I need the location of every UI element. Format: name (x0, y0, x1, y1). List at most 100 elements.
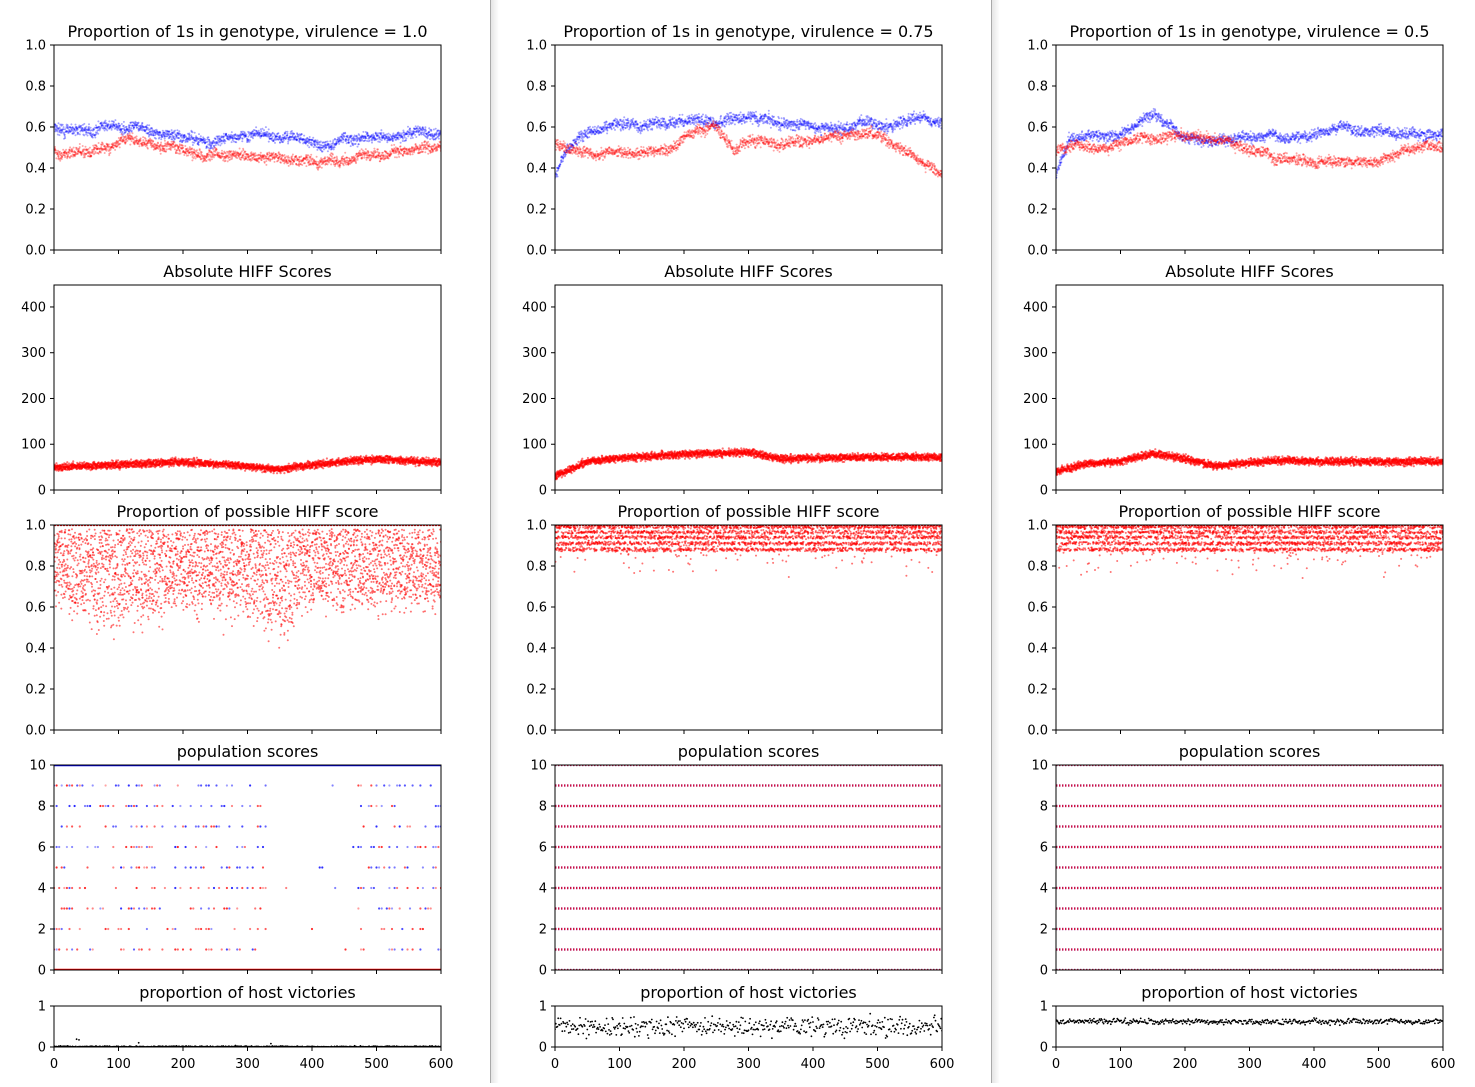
data-point (293, 133, 295, 135)
data-point (412, 137, 414, 139)
data-point (272, 136, 274, 138)
data-point (242, 148, 244, 150)
data-point (410, 137, 412, 139)
data-point (64, 137, 66, 139)
data-point (145, 466, 147, 468)
data-point (290, 470, 292, 472)
data-point (159, 131, 161, 133)
data-point (344, 136, 346, 138)
data-point (215, 144, 217, 146)
data-point (194, 156, 196, 158)
data-point (311, 158, 313, 160)
data-point (320, 157, 322, 159)
data-point (225, 160, 227, 162)
data-point (245, 134, 247, 136)
data-point (310, 156, 312, 158)
data-point (184, 145, 186, 147)
data-point (207, 156, 209, 158)
data-point (365, 136, 367, 138)
data-point (307, 145, 309, 147)
data-point (62, 124, 64, 126)
data-point (241, 151, 243, 153)
data-point (196, 457, 198, 459)
data-point (126, 126, 128, 128)
data-point (415, 125, 417, 127)
data-point (383, 132, 385, 134)
data-point (317, 169, 319, 171)
data-point (380, 132, 382, 134)
data-point (278, 151, 280, 153)
data-point (200, 135, 202, 137)
y-tick-label: 0.0 (25, 244, 46, 259)
data-point (419, 130, 421, 132)
data-point (216, 148, 218, 150)
data-point (432, 134, 434, 136)
data-point (69, 146, 71, 148)
data-point (242, 138, 244, 140)
data-point (373, 148, 375, 150)
data-point (206, 160, 208, 162)
data-point (381, 139, 383, 141)
data-point (422, 151, 424, 153)
data-point (85, 126, 87, 128)
data-point (365, 148, 367, 150)
data-point (81, 152, 83, 154)
data-point (355, 161, 357, 163)
data-point (59, 160, 61, 162)
data-point (177, 152, 179, 154)
data-point (327, 150, 329, 152)
data-point (198, 133, 200, 135)
data-point (235, 141, 237, 143)
data-point (194, 132, 196, 134)
data-point (129, 127, 131, 129)
data-point (77, 153, 79, 155)
data-point (273, 472, 275, 474)
data-point (185, 136, 187, 138)
data-point (189, 134, 191, 136)
data-point (100, 152, 102, 154)
data-point (316, 149, 318, 151)
data-point (67, 132, 69, 134)
data-point (258, 161, 260, 163)
data-point (217, 144, 219, 146)
data-point (325, 146, 327, 148)
data-point (260, 159, 262, 161)
data-point (293, 161, 295, 163)
data-point (79, 146, 81, 148)
data-point (434, 144, 436, 146)
data-point (192, 131, 194, 133)
data-point (122, 131, 124, 133)
data-point (429, 138, 431, 140)
data-point (366, 159, 368, 161)
data-points (53, 119, 443, 171)
data-point (303, 162, 305, 164)
data-point (328, 157, 330, 159)
data-point (400, 145, 402, 147)
data-point (72, 460, 74, 462)
data-point (338, 143, 340, 145)
data-point (205, 139, 207, 141)
data-point (58, 156, 60, 158)
data-point (364, 139, 366, 141)
data-point (106, 468, 108, 470)
data-point (284, 133, 286, 135)
data-point (144, 129, 146, 131)
data-point (140, 140, 142, 142)
data-point (174, 130, 176, 132)
data-point (132, 132, 134, 134)
data-point (71, 130, 73, 132)
data-point (334, 165, 336, 167)
data-point (55, 462, 57, 464)
data-point (207, 136, 209, 138)
data-point (312, 137, 314, 139)
data-point (361, 139, 363, 141)
data-point (123, 125, 125, 127)
data-point (405, 139, 407, 141)
data-point (417, 146, 419, 148)
data-point (198, 144, 200, 146)
data-point (391, 144, 393, 146)
data-point (319, 166, 321, 168)
data-point (59, 151, 61, 153)
data-point (390, 152, 392, 154)
